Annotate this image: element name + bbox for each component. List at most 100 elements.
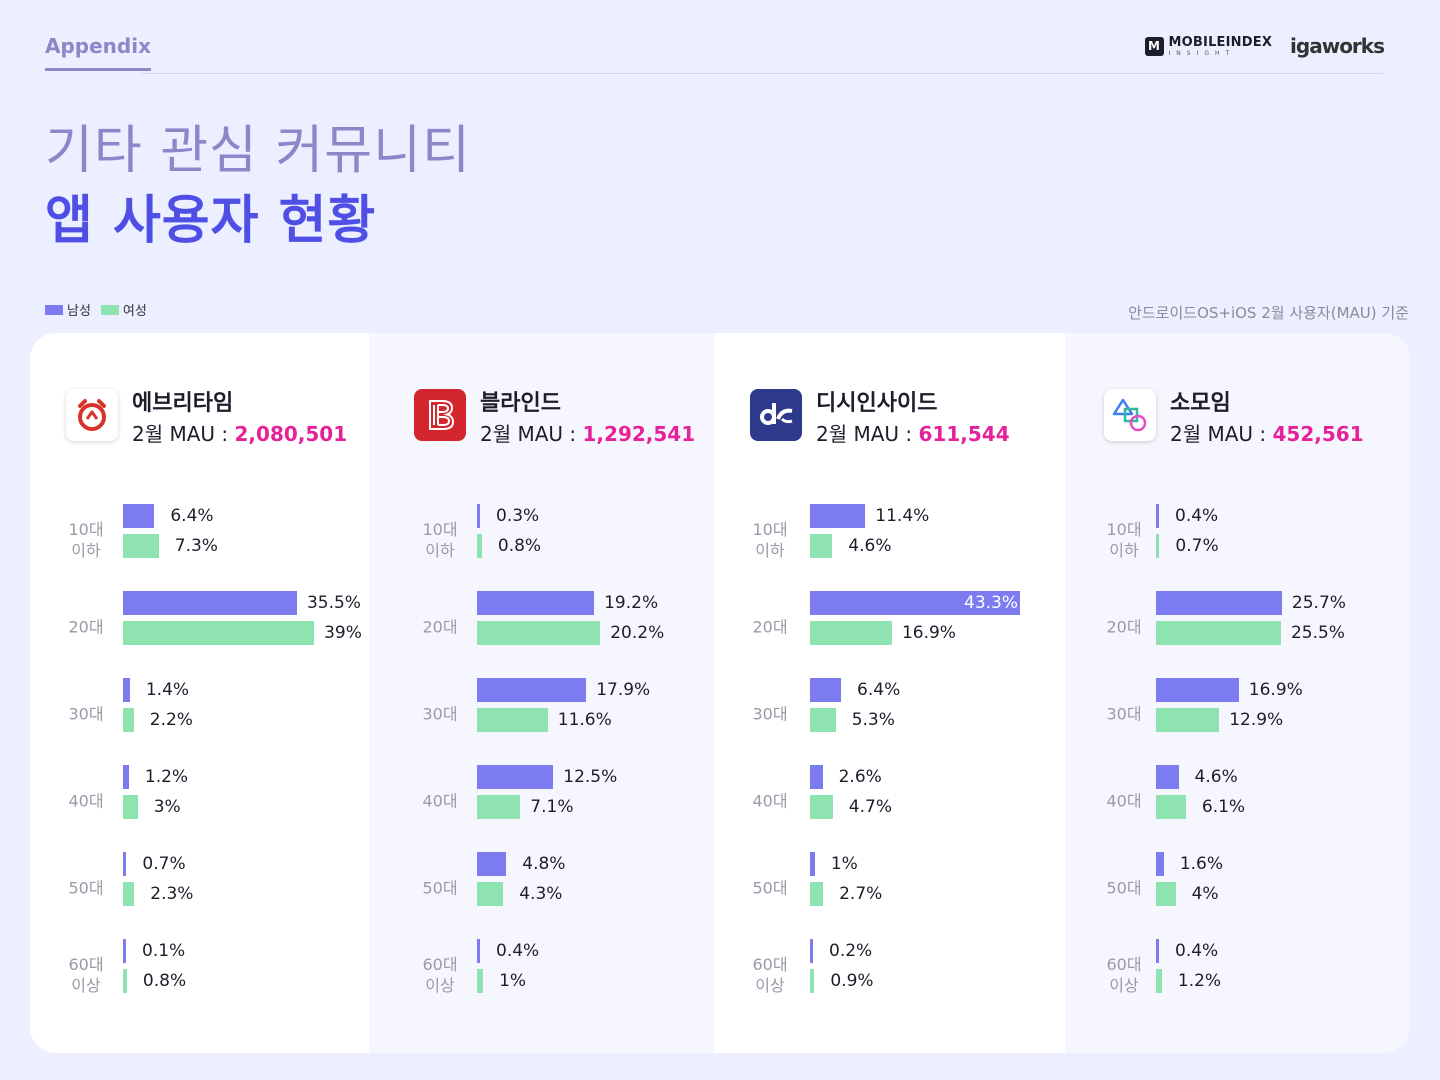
legend-label-male: 남성 <box>67 304 91 319</box>
bar-female <box>477 795 521 819</box>
age-group-label: 50대 <box>752 878 788 898</box>
bar-female <box>477 534 482 558</box>
value-label-female: 25.5% <box>1290 623 1345 643</box>
mau-line: 2월 MAU : 2,080,501 <box>132 418 347 447</box>
bar-female <box>810 621 892 645</box>
value-label-male: 12.5% <box>563 767 618 787</box>
bar-male <box>123 504 155 528</box>
value-label-female: 4.7% <box>848 797 892 817</box>
bar-male <box>810 504 866 528</box>
brand-logos: M MOBILEINDEX INSIGHT igaworks <box>1144 34 1385 58</box>
value-label-female: 0.9% <box>830 971 874 991</box>
value-label-male: 6.4% <box>170 506 214 526</box>
value-label-female: 2.7% <box>839 884 883 904</box>
chart-panel-everytime: 에브리타임 2월 MAU : 2,080,501 10대 이하 6.4% 7.3% 20… <box>30 333 369 1053</box>
age-group-label: 20대 <box>752 617 788 637</box>
value-label-female: 1% <box>499 971 527 991</box>
mau-line: 2월 MAU : 1,292,541 <box>480 418 695 447</box>
bar-female <box>477 882 504 906</box>
bar-female <box>123 969 127 993</box>
legend-label-female: 여성 <box>122 304 147 319</box>
bar-male <box>477 678 587 702</box>
bar-female <box>810 795 833 819</box>
value-label-female: 5.3% <box>851 710 895 730</box>
mau-value: 452,561 <box>1272 422 1364 446</box>
bar-male <box>477 852 507 876</box>
bar-male <box>1156 678 1239 702</box>
value-label-male: 35.5% <box>306 593 361 613</box>
age-group-label: 10대 이하 <box>422 520 458 560</box>
blind-b-logo-icon <box>414 389 466 441</box>
value-label-female: 39% <box>324 623 362 643</box>
value-label-female: 2.2% <box>149 710 193 730</box>
legend-item-female: 여성 <box>100 300 147 319</box>
age-group-label: 40대 <box>1106 791 1142 811</box>
value-label-male: 11.4% <box>875 506 930 526</box>
age-group-label: 40대 <box>752 791 788 811</box>
bar-female <box>1156 708 1220 732</box>
charts-card: 에브리타임 2월 MAU : 2,080,501 10대 이하 6.4% 7.3% 20… <box>30 333 1410 1053</box>
bar-male <box>477 765 554 789</box>
bar-male <box>1156 852 1164 876</box>
mau-value: 2,080,501 <box>234 422 348 446</box>
chart-legend: 남성 여성 <box>45 300 157 319</box>
mau-line: 2월 MAU : 611,544 <box>816 418 1010 447</box>
value-label-male: 4.8% <box>522 854 566 874</box>
age-group-label: 30대 <box>68 704 104 724</box>
bar-male <box>123 852 127 876</box>
bar-female <box>1156 969 1162 993</box>
age-group-label: 10대 이하 <box>68 520 104 560</box>
bar-male <box>810 591 1020 615</box>
bar-female <box>810 882 824 906</box>
age-group-label: 20대 <box>1106 617 1142 637</box>
bar-female <box>123 621 315 645</box>
age-group-label: 30대 <box>422 704 458 724</box>
mau-line: 2월 MAU : 452,561 <box>1170 418 1364 447</box>
value-label-male: 43.3% <box>964 593 1019 613</box>
bar-female <box>810 969 815 993</box>
bar-male <box>810 678 842 702</box>
bar-male <box>123 591 297 615</box>
value-label-female: 6.1% <box>1201 797 1246 817</box>
bar-male <box>123 765 129 789</box>
age-group-label: 30대 <box>1106 704 1142 724</box>
value-label-female: 2.3% <box>150 884 194 904</box>
data-basis-note: 안드로이드OS+iOS 2월 사용자(MAU) 기준 <box>1128 304 1409 322</box>
value-label-female: 0.7% <box>1175 536 1219 556</box>
bar-female <box>477 969 484 993</box>
page-title-line1: 기타 관심 커뮤니티 <box>45 121 471 181</box>
value-label-female: 1.2% <box>1177 971 1222 991</box>
age-group-label: 50대 <box>422 878 458 898</box>
value-label-female: 20.2% <box>610 623 665 643</box>
everytime-alarm-clock-icon <box>66 389 118 441</box>
bar-female <box>1156 621 1281 645</box>
bar-male <box>1156 591 1282 615</box>
bar-male <box>1156 765 1179 789</box>
bar-female <box>123 795 138 819</box>
mau-label: 2월 MAU : <box>1170 422 1273 446</box>
value-label-male: 0.4% <box>496 941 540 961</box>
header-divider <box>141 73 1383 74</box>
value-label-male: 19.2% <box>604 593 659 613</box>
bar-male <box>810 852 815 876</box>
value-label-male: 16.9% <box>1248 680 1303 700</box>
mobileindex-logo-text: MOBILEINDEX <box>1168 34 1273 50</box>
legend-swatch-male <box>45 304 63 315</box>
value-label-male: 0.7% <box>142 854 186 874</box>
value-label-male: 1.6% <box>1179 854 1224 874</box>
bar-male <box>123 678 130 702</box>
bar-male <box>477 939 480 963</box>
value-label-male: 0.4% <box>1175 506 1219 526</box>
value-label-male: 0.2% <box>829 941 873 961</box>
bar-male <box>477 591 595 615</box>
bar-female <box>1156 795 1186 819</box>
value-label-male: 17.9% <box>596 680 651 700</box>
igaworks-logo: igaworks <box>1290 34 1385 58</box>
dcinside-logo-icon <box>750 389 802 441</box>
age-group-label: 60대 이상 <box>422 955 458 995</box>
mau-value: 1,292,541 <box>582 422 696 446</box>
bar-male <box>477 504 480 528</box>
app-name: 에브리타임 <box>132 391 234 416</box>
mobileindex-logo: M MOBILEINDEX INSIGHT <box>1144 34 1273 57</box>
age-group-label: 60대 이상 <box>1106 955 1142 995</box>
